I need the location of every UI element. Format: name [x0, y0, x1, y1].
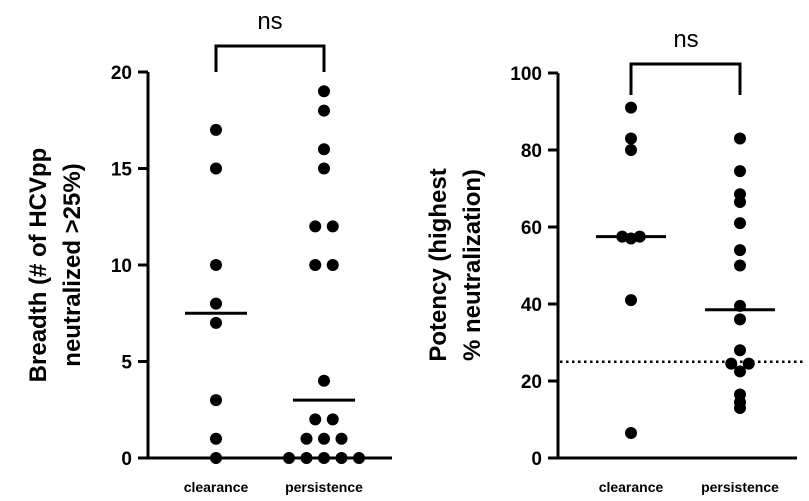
potency-point-persistence: [734, 217, 746, 230]
breadth-point-persistence: [335, 452, 348, 464]
potency-point-persistence: [734, 195, 746, 208]
breadth-point-clearance: [210, 394, 222, 407]
breadth-point-persistence: [309, 413, 322, 426]
breadth-ylabel-line1: Breadth (# of HCVpp: [25, 148, 52, 383]
breadth-point-persistence: [326, 413, 339, 426]
potency-point-clearance: [625, 144, 637, 156]
potency-panel: Potency (highest % neutralization) 0 20 40…: [425, 26, 806, 495]
breadth-point-persistence: [300, 432, 313, 445]
potency-significance-bracket: [629, 62, 742, 95]
potency-point-persistence: [734, 244, 746, 257]
potency-ylabel-line2: % neutralization): [459, 169, 486, 361]
breadth-point-persistence: [318, 143, 330, 156]
potency-y-tick-label: 80: [521, 141, 542, 162]
potency-point-persistence: [734, 165, 746, 178]
breadth-ylabel-line2: neutralized >25%): [59, 163, 86, 366]
potency-y-tick-label: 20: [521, 372, 542, 393]
potency-point-clearance: [625, 426, 637, 439]
breadth-point-persistence: [353, 452, 365, 464]
potency-point-clearance: [625, 132, 637, 145]
breadth-significance-label: ns: [257, 8, 282, 35]
breadth-point-persistence: [335, 432, 348, 445]
potency-y-tick-label: 0: [531, 449, 542, 470]
breadth-y-tick-label: 15: [111, 160, 133, 181]
breadth-point-persistence: [318, 374, 330, 387]
potency-y-tick-label: 60: [521, 218, 542, 239]
breadth-category-label-persistence: persistence: [285, 479, 363, 495]
potency-point-persistence: [734, 344, 746, 357]
breadth-point-clearance: [210, 452, 222, 464]
potency-point-persistence: [725, 357, 738, 370]
breadth-point-persistence: [326, 259, 339, 271]
potency-point-persistence: [742, 357, 755, 370]
breadth-point-persistence: [318, 432, 330, 445]
breadth-point-clearance: [210, 123, 222, 136]
breadth-point-persistence: [309, 220, 322, 233]
breadth-category-label-clearance: clearance: [184, 479, 249, 495]
potency-point-persistence: [734, 396, 746, 409]
potency-point-persistence: [734, 259, 746, 272]
potency-point-persistence: [734, 132, 746, 145]
breadth-point-persistence: [326, 220, 339, 233]
potency-point-persistence: [734, 313, 746, 326]
breadth-point-persistence: [309, 259, 322, 271]
breadth-point-persistence: [318, 85, 330, 98]
breadth-point-persistence: [300, 452, 313, 464]
breadth-point-persistence: [283, 452, 295, 464]
potency-point-clearance: [625, 101, 637, 114]
breadth-point-clearance: [210, 316, 222, 329]
potency-point-clearance: [625, 294, 637, 307]
potency-significance-label: ns: [673, 26, 698, 53]
potency-category-label-clearance: clearance: [599, 479, 664, 495]
breadth-point-persistence: [318, 162, 330, 175]
potency-point-persistence: [734, 365, 746, 378]
breadth-y-tick-label: 5: [121, 353, 132, 374]
potency-category-label-persistence: persistence: [701, 479, 779, 495]
potency-ylabel-line1: Potency (highest: [425, 168, 452, 361]
breadth-y-tick-label: 0: [121, 449, 132, 470]
potency-y-tick-label: 100: [510, 64, 542, 85]
breadth-point-clearance: [210, 259, 222, 271]
potency-y-tick-label: 40: [521, 295, 542, 316]
breadth-point-clearance: [210, 162, 222, 175]
breadth-y-tick-label: 10: [111, 256, 132, 277]
breadth-panel: Breadth (# of HCVpp neutralized >25%) 0 5…: [25, 8, 392, 495]
breadth-point-clearance: [210, 432, 222, 445]
breadth-point-persistence: [318, 104, 330, 117]
breadth-y-tick-label: 20: [111, 63, 132, 84]
breadth-point-clearance: [210, 297, 222, 310]
breadth-significance-bracket: [214, 44, 326, 72]
breadth-point-persistence: [318, 452, 330, 464]
